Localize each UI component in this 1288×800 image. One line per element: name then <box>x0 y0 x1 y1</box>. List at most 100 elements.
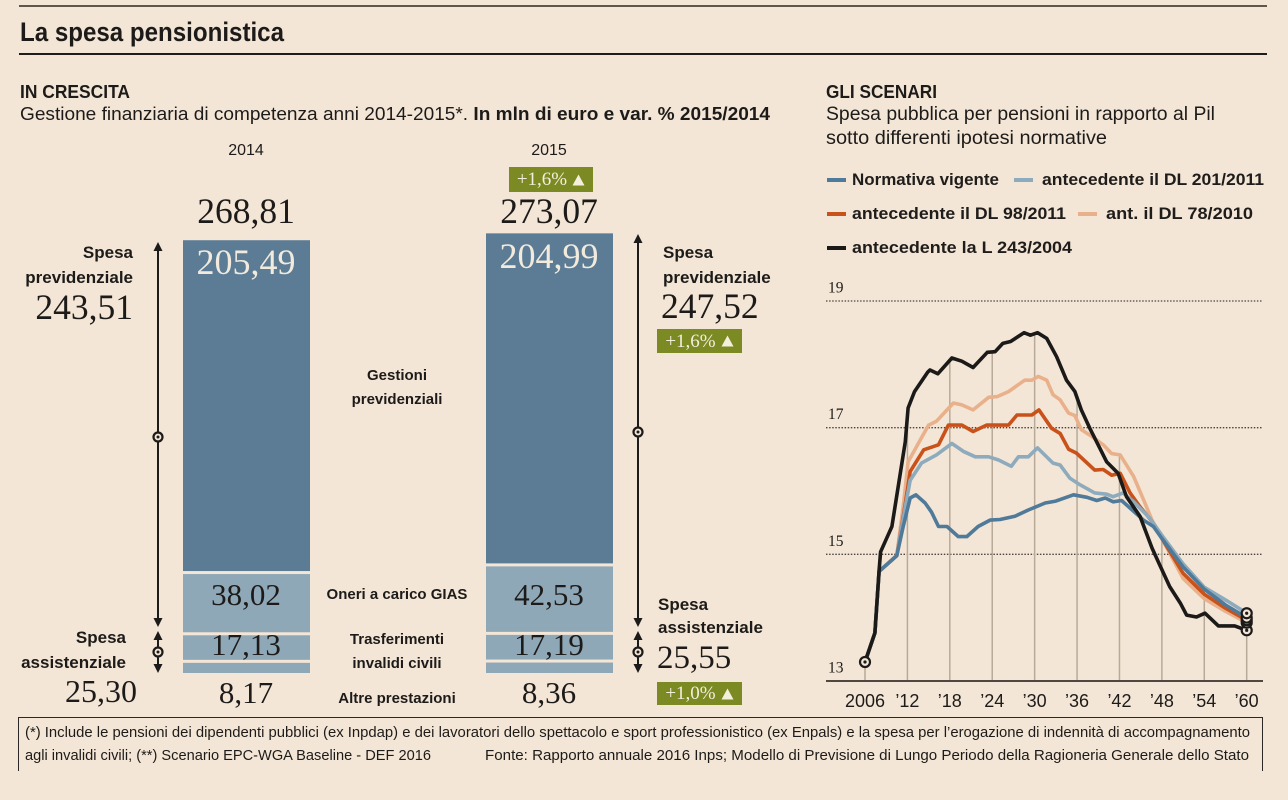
arrow-up-icon <box>153 242 163 251</box>
segment-value-oneri-2014: 38,02 <box>211 577 281 612</box>
legend-swatch <box>1014 178 1033 182</box>
arrow-up-icon <box>633 631 643 640</box>
bar-segment-gestioni-previdenziali-2015 <box>486 233 613 564</box>
triangle-up-icon <box>721 688 734 699</box>
legend-swatch <box>827 178 846 182</box>
series-label-gestioni-line1: Gestioni <box>366 367 427 384</box>
arrow-down-icon <box>153 618 163 627</box>
segment-value-trasferimenti-2014: 17,13 <box>211 627 281 662</box>
group-label-assistenziale-2014-line2: assistenziale <box>21 652 126 672</box>
total-change-value: +1,6% <box>516 169 568 190</box>
group-label-assistenziale-2015-line1: Spesa <box>658 595 709 615</box>
legend-label: Normativa vigente <box>852 170 999 189</box>
group-label-previdenziale-2015-line1: Spesa <box>663 242 714 262</box>
line-chart-kicker: GLI SCENARI <box>826 81 937 102</box>
group-value-assistenziale-2015: 25,55 <box>657 640 732 677</box>
series-line-ant-il-dl-78-2010 <box>863 374 1249 664</box>
legend-label: antecedente il DL 201/2011 <box>1042 170 1264 189</box>
total-value-2014: 268,81 <box>197 191 295 232</box>
group-value-assistenziale-2014: 25,30 <box>65 672 137 709</box>
marker-dot <box>1245 628 1249 632</box>
group-label-previdenziale-2015-line2: previdenziale <box>663 267 771 287</box>
footer-note-line1: (*) Include le pensioni dei dipendenti p… <box>25 724 1250 742</box>
group-label-assistenziale-2015-line2: assistenziale <box>658 617 763 637</box>
end-marker-antecedente-il-dl-201-2011 <box>1240 607 1253 620</box>
arrow-up-icon <box>153 631 163 640</box>
bracket-assistenziale-2014 <box>152 631 164 673</box>
legend-swatch <box>1078 212 1097 216</box>
arrow-down-icon <box>633 664 643 673</box>
bracket-assistenziale-2015 <box>632 631 644 673</box>
group-label-assistenziale-2014-line1: Spesa <box>75 627 126 647</box>
segment-value-oneri-2015: 42,53 <box>514 577 584 612</box>
bracket-midpoint-dot <box>636 650 640 654</box>
y-tick-label-17: 17 <box>828 406 844 423</box>
series-label-oneri: Oneri a carico GIAS <box>326 586 468 604</box>
bar-chart-kicker: IN CRESCITA <box>20 81 130 102</box>
title-rule <box>19 53 1267 55</box>
x-tick-label-2024: ’24 <box>980 691 1004 711</box>
y-tick-label-15: 15 <box>828 533 844 550</box>
series-line-antecedente-il-dl-98-2011 <box>863 408 1249 664</box>
bar-segment-oneri-a-carico-gias-2015 <box>486 566 613 632</box>
series-label-altre: Altre prestazioni <box>338 689 456 707</box>
footer-note-line2: agli invalidi civili; (**) Scenario EPC-… <box>25 747 431 765</box>
group-label-previdenziale-2014-line1: Spesa <box>82 242 133 262</box>
bracket-previdenziale-2015 <box>632 234 644 627</box>
bracket-midpoint-dot <box>156 650 160 654</box>
arrow-down-icon <box>153 664 163 673</box>
segment-value-gestioni-2014: 205,49 <box>196 241 296 282</box>
bracket-arrows <box>152 234 644 673</box>
segment-value-altre-2015: 8,36 <box>521 674 577 710</box>
x-tick-label-2036: ’36 <box>1065 691 1089 711</box>
stacked-bar-chart <box>183 233 613 673</box>
series-label-trasferimenti-line2: invalidi civili <box>352 654 442 672</box>
y-tick-label-19: 19 <box>828 280 844 297</box>
legend-label: ant. il DL 78/2010 <box>1106 204 1253 223</box>
group-value-previdenziale-2015: 247,52 <box>661 285 759 326</box>
x-tick-label-2060: ’60 <box>1235 691 1259 711</box>
bar-chart-subtitle-regular: Gestione finanziaria di competenza anni … <box>20 104 474 125</box>
bar-segment-oneri-a-carico-gias-2014 <box>183 574 310 633</box>
bar-chart-subtitle-bold: In mln di euro e var. % 2015/2014 <box>473 104 770 125</box>
segment-value-altre-2014: 8,17 <box>218 674 274 710</box>
line-chart-subtitle-line1: Spesa pubblica per pensioni in rapporto … <box>826 104 1215 126</box>
total-value-2015: 273,07 <box>500 191 598 232</box>
top-rule <box>19 5 1267 7</box>
footer-notes-box <box>18 717 1263 771</box>
y-tick-label-13: 13 <box>828 660 844 677</box>
line-chart-markers <box>858 607 1253 669</box>
x-tick-label-2018: ’18 <box>938 691 962 711</box>
x-tick-label-2042: ’42 <box>1107 691 1131 711</box>
bracket-previdenziale-2014 <box>152 242 164 627</box>
series-line-antecedente-il-dl-201-2011 <box>863 441 1249 664</box>
segment-value-trasferimenti-2015: 17,19 <box>514 627 584 662</box>
triangle-up-icon <box>721 335 734 347</box>
line-chart-subtitle-line2: sotto differenti ipotesi normative <box>826 128 1107 150</box>
x-tick-label-2006: 2006 <box>845 691 885 711</box>
marker-dot <box>863 660 867 664</box>
x-tick-label-2048: ’48 <box>1150 691 1174 711</box>
line-chart-x-axis: 2006 ’12 ’18 ’24 ’30 ’36 ’42 ’48 ’54 ’60 <box>826 680 1263 711</box>
category-label-2015: 2015 <box>531 142 567 160</box>
line-chart-series <box>863 330 1249 664</box>
total-change-badge: +1,6% <box>509 167 593 192</box>
legend-label: antecedente la L 243/2004 <box>852 237 1072 257</box>
legend-swatch <box>827 245 846 250</box>
bar-segment-trasferimenti-invalidi-civili-2014 <box>183 635 310 660</box>
arrow-up-icon <box>633 234 643 243</box>
legend-label: antecedente il DL 98/2011 <box>852 204 1066 223</box>
footer-source: Fonte: Rapporto annuale 2016 Inps; Model… <box>485 747 1249 765</box>
previdenziale-change-badge: +1,6% <box>657 329 742 353</box>
x-tick-label-2054: ’54 <box>1192 691 1216 711</box>
group-value-previdenziale-2014: 243,51 <box>35 287 133 328</box>
line-chart-grid: 13 15 17 19 <box>826 280 1262 681</box>
bar-segment-altre-prestazioni-2015 <box>486 662 613 673</box>
page-title: La spesa pensionistica <box>20 16 284 47</box>
start-marker <box>858 655 872 669</box>
bar-segment-gestioni-previdenziali-2014 <box>183 240 310 572</box>
bar-segment-altre-prestazioni-2014 <box>183 662 310 673</box>
bar-chart-subtitle: Gestione finanziaria di competenza anni … <box>20 105 770 123</box>
bracket-midpoint-dot <box>636 430 640 434</box>
